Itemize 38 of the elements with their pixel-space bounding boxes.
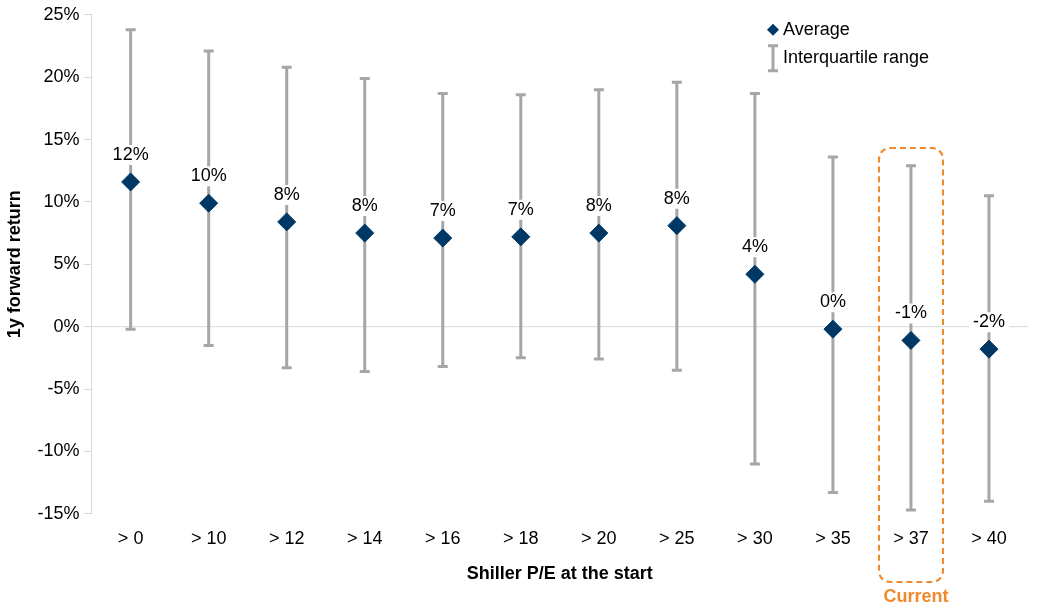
data-label: 8%	[273, 183, 300, 204]
legend-label: Average	[783, 18, 850, 39]
data-label: -1%	[894, 302, 927, 323]
x-tick-label: > 16	[424, 527, 461, 548]
data-label: 12%	[112, 143, 149, 164]
y-tick-label: 25%	[43, 3, 80, 24]
y-tick-label: -5%	[47, 378, 80, 399]
data-label: 10%	[190, 165, 227, 186]
x-tick-label: > 12	[268, 527, 305, 548]
x-tick-label: > 37	[893, 527, 929, 548]
y-tick-label: 0%	[53, 315, 80, 336]
data-label: 7%	[507, 198, 534, 219]
y-tick-label: -15%	[37, 502, 80, 523]
x-tick-label: > 20	[581, 527, 617, 548]
y-axis-title: 1y forward return	[3, 190, 24, 339]
data-label: 8%	[351, 195, 378, 216]
x-tick-label: > 18	[503, 527, 539, 548]
y-tick-label: 10%	[43, 190, 80, 211]
x-tick-label: > 30	[737, 527, 773, 548]
data-label: 8%	[663, 187, 690, 208]
data-label: 0%	[819, 291, 846, 312]
x-axis-title: Shiller P/E at the start	[466, 563, 653, 584]
x-tick-label: > 10	[190, 527, 227, 548]
data-label: -2%	[972, 311, 1005, 332]
x-tick-label: > 14	[346, 527, 383, 548]
data-label: 8%	[585, 195, 612, 216]
text: Current	[883, 585, 949, 606]
data-label: 7%	[429, 200, 456, 221]
data-label: 4%	[741, 236, 768, 257]
annotation: Interquartile range	[783, 46, 930, 67]
x-tick-label: > 0	[117, 527, 144, 548]
x-tick-label: > 40	[971, 527, 1007, 548]
y-tick-label: 20%	[43, 66, 80, 87]
y-tick-label: -10%	[37, 440, 80, 461]
x-tick-label: > 25	[659, 527, 695, 548]
x-tick-label: > 35	[815, 527, 851, 548]
y-tick-label: 5%	[53, 253, 80, 274]
y-tick-label: 15%	[43, 128, 80, 149]
